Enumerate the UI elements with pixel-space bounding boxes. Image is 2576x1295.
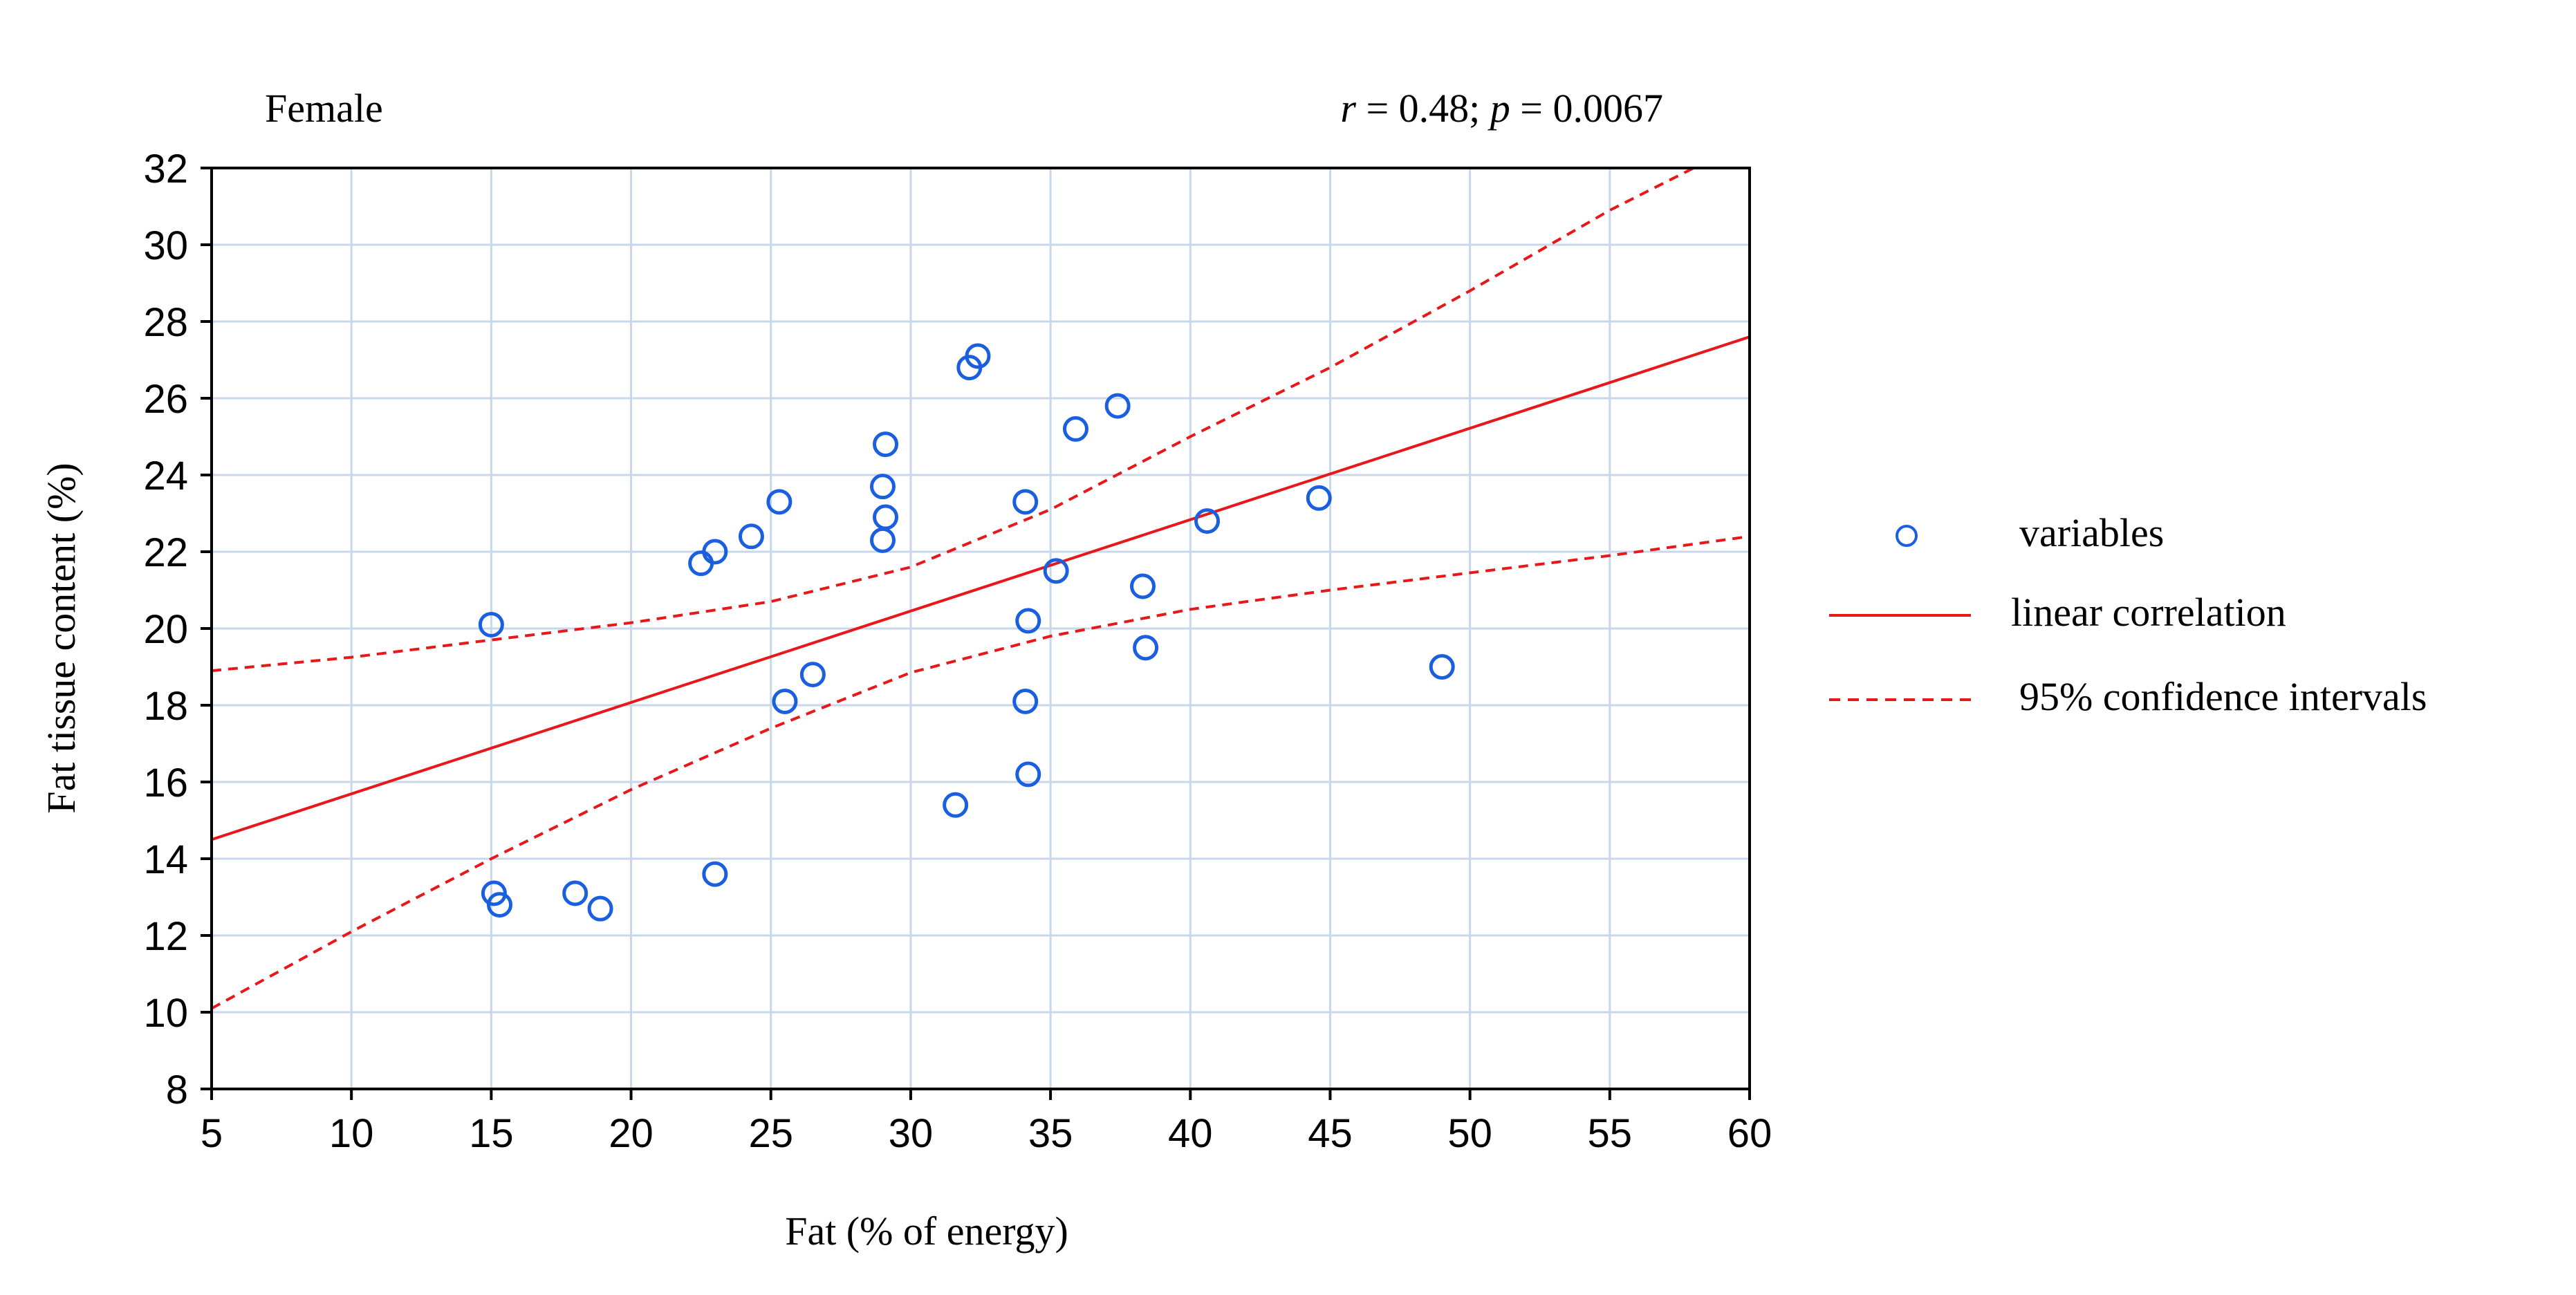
data-points <box>478 343 1455 922</box>
x-tick-label: 10 <box>329 1111 374 1156</box>
data-point <box>1194 508 1221 534</box>
y-tick-label: 24 <box>143 454 188 499</box>
data-point <box>486 892 512 918</box>
data-point <box>478 611 504 637</box>
p-value: = 0.0067 <box>1510 86 1663 131</box>
data-point <box>943 792 969 818</box>
data-point <box>799 662 826 688</box>
regression-line <box>211 335 1750 841</box>
data-point <box>873 431 899 458</box>
grid-lines <box>210 167 1751 1090</box>
x-axis-label: Fat (% of energy) <box>785 1209 1068 1254</box>
legend-marker-variables <box>1896 525 1918 547</box>
data-point <box>873 504 899 530</box>
legend-label-linear-correlation: linear correlation <box>2011 590 2286 635</box>
ci-lower-line <box>211 534 1750 1010</box>
y-tick-label: 8 <box>166 1068 188 1112</box>
data-point <box>766 489 793 515</box>
chart-title: Female <box>265 86 383 131</box>
data-point <box>562 880 589 906</box>
y-axis-ticks: 8 10 12 14 16 18 20 22 24 26 28 30 32 <box>143 147 212 1112</box>
data-point <box>965 343 991 369</box>
data-point <box>702 861 728 887</box>
data-point <box>738 523 764 550</box>
data-point <box>688 550 714 577</box>
x-tick-label: 20 <box>609 1111 654 1156</box>
legend-label-confidence-intervals: 95% confidence intervals <box>2019 674 2427 719</box>
r-value: = 0.48; <box>1356 86 1490 131</box>
legend: variables linear correlation 95% confide… <box>1829 510 2427 719</box>
legend-label-variables: variables <box>2019 510 2164 555</box>
correlation-stats: r = 0.48; p = 0.0067 <box>1340 86 1663 131</box>
data-point <box>869 527 896 553</box>
confidence-interval-lines <box>211 167 1750 1010</box>
y-tick-label: 32 <box>143 147 188 192</box>
data-point <box>772 688 798 714</box>
y-tick-label: 16 <box>143 761 188 805</box>
ci-upper-line <box>211 167 1694 673</box>
x-tick-label: 60 <box>1727 1111 1772 1156</box>
y-tick-label: 20 <box>143 607 188 652</box>
y-tick-label: 12 <box>143 914 188 959</box>
x-axis-ticks: 5 10 15 20 25 30 35 40 45 50 55 60 <box>201 1089 1772 1156</box>
data-point <box>1104 393 1131 419</box>
y-tick-label: 18 <box>143 684 188 729</box>
data-point <box>1306 485 1332 511</box>
data-point <box>1133 635 1159 661</box>
y-tick-label: 14 <box>143 837 188 882</box>
y-tick-label: 10 <box>143 991 188 1036</box>
y-tick-label: 30 <box>143 223 188 268</box>
x-tick-label: 55 <box>1588 1111 1633 1156</box>
data-point <box>1015 608 1041 634</box>
y-tick-label: 28 <box>143 300 188 345</box>
data-point <box>1429 654 1455 680</box>
data-point <box>1043 558 1069 584</box>
x-tick-label: 50 <box>1447 1111 1492 1156</box>
data-point <box>702 539 728 565</box>
p-symbol: p <box>1488 86 1510 131</box>
x-tick-label: 40 <box>1168 1111 1213 1156</box>
data-point <box>1012 688 1039 714</box>
data-point <box>1012 489 1039 515</box>
x-tick-label: 5 <box>201 1111 223 1156</box>
data-point <box>587 895 613 922</box>
x-tick-label: 25 <box>748 1111 793 1156</box>
x-tick-label: 35 <box>1028 1111 1073 1156</box>
data-point <box>1015 761 1041 788</box>
data-point <box>869 474 896 500</box>
x-tick-label: 15 <box>469 1111 514 1156</box>
y-tick-label: 26 <box>143 377 188 422</box>
r-symbol: r <box>1340 86 1356 131</box>
regression-line-group <box>211 335 1750 841</box>
data-point <box>1130 573 1156 599</box>
x-tick-label: 45 <box>1308 1111 1353 1156</box>
data-point <box>1062 416 1088 442</box>
y-axis-label: Fat tissue content (%) <box>39 463 84 813</box>
y-tick-label: 22 <box>143 530 188 575</box>
x-tick-label: 30 <box>889 1111 934 1156</box>
